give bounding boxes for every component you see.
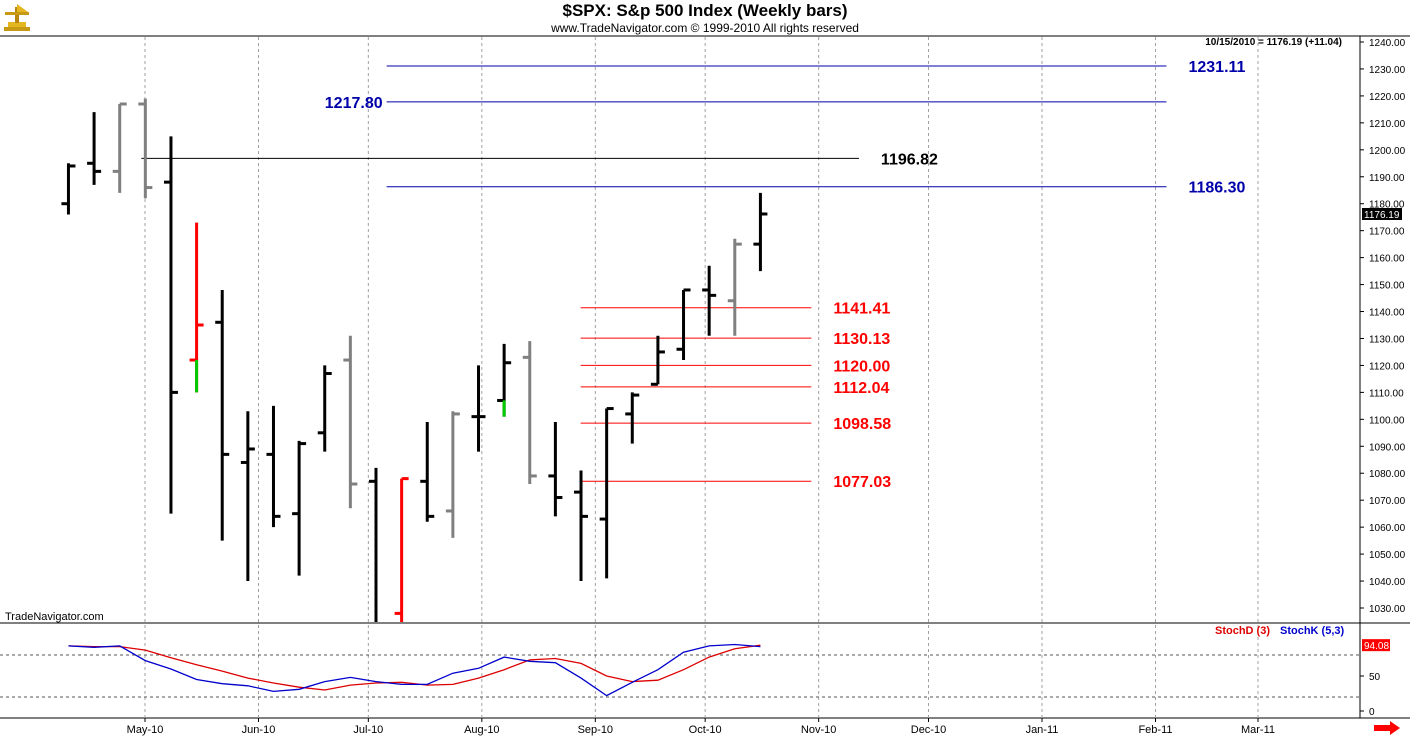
stochastic-panel: 0 50 94.08 bbox=[0, 639, 1390, 718]
date-tick-label: Jul-10 bbox=[353, 724, 383, 736]
price-tick-label: 1210.00 bbox=[1369, 119, 1406, 130]
chart-subtitle: www.TradeNavigator.com © 1999-2010 All r… bbox=[551, 21, 859, 35]
legend-stoch-d: StochD (3) bbox=[1215, 625, 1270, 637]
price-tick-label: 1090.00 bbox=[1369, 442, 1406, 453]
level-label: 1217.80 bbox=[325, 95, 383, 112]
ohlc-bar bbox=[702, 265, 717, 336]
price-tick-label: 1220.00 bbox=[1369, 92, 1406, 103]
scroll-right-arrow-icon[interactable] bbox=[1372, 720, 1402, 736]
ohlc-bar bbox=[368, 467, 378, 622]
ohlc-bar bbox=[394, 477, 409, 622]
date-tick-label: May-10 bbox=[127, 724, 164, 736]
price-axis: 1030.00 1040.00 1050.00 1060.00 1070.00 1080.… bbox=[1360, 38, 1406, 615]
level-lines: 1231.11 1217.80 1196.82 1186.30 1141.41 1130.… bbox=[141, 59, 1246, 491]
watermark: TradeNavigator.com bbox=[5, 611, 104, 623]
ohlc-bar bbox=[87, 112, 102, 185]
legend-stoch-k: StochK (5,3) bbox=[1280, 625, 1345, 637]
price-tick-label: 1230.00 bbox=[1369, 65, 1406, 76]
stoch-last-label: 94.08 bbox=[1364, 641, 1389, 652]
price-tick-label: 1110.00 bbox=[1369, 388, 1404, 399]
date-tick-label: Mar-11 bbox=[1241, 724, 1275, 736]
price-tick-label: 1240.00 bbox=[1369, 38, 1406, 49]
ohlc-bar bbox=[650, 335, 665, 386]
ohlc-bar bbox=[548, 422, 563, 517]
ohlc-bar bbox=[317, 365, 332, 452]
price-tick-label: 1080.00 bbox=[1369, 469, 1406, 480]
last-price-box bbox=[1362, 207, 1402, 220]
tradenavigator-logo-icon bbox=[4, 4, 30, 31]
level-label: 1112.04 bbox=[833, 380, 889, 397]
date-tick-label: Aug-10 bbox=[464, 724, 499, 736]
ohlc-bar bbox=[240, 411, 255, 582]
date-tick-label: Dec-10 bbox=[911, 724, 946, 736]
ohlc-bar bbox=[599, 407, 614, 579]
date-tick-label: Jun-10 bbox=[242, 724, 276, 736]
date-tick-label: Feb-11 bbox=[1138, 724, 1172, 736]
chart-title: $SPX: S&p 500 Index (Weekly bars) bbox=[562, 1, 848, 20]
date-axis: May-10 Jun-10 Jul-10 Aug-10 Sep-10 Oct-10 Nov-… bbox=[127, 718, 1275, 736]
last-quote: 10/15/2010 = 1176.19 (+11.04) bbox=[1205, 37, 1342, 48]
price-tick-label: 1050.00 bbox=[1369, 550, 1406, 561]
date-tick-label: Oct-10 bbox=[689, 724, 722, 736]
price-tick-label: 1170.00 bbox=[1369, 227, 1405, 238]
ohlc-bar bbox=[292, 440, 307, 576]
ohlc-bar bbox=[522, 341, 537, 485]
level-label: 1130.13 bbox=[833, 331, 890, 348]
price-tick-label: 1180.00 bbox=[1369, 200, 1405, 211]
ohlc-bar bbox=[445, 411, 460, 538]
ohlc-bar bbox=[497, 343, 512, 417]
ohlc-bar bbox=[753, 192, 768, 272]
level-label: 1196.82 bbox=[881, 151, 938, 168]
level-label: 1231.11 bbox=[1188, 59, 1245, 76]
price-tick-label: 1100.00 bbox=[1369, 415, 1405, 426]
stoch-last-box bbox=[1362, 639, 1390, 652]
ohlc-bar bbox=[676, 288, 691, 361]
ohlc-bar bbox=[215, 289, 230, 541]
ohlc-bar bbox=[138, 98, 153, 199]
stoch-line-d bbox=[68, 644, 761, 691]
ohlc-bar bbox=[189, 222, 204, 393]
ohlc-bar bbox=[420, 422, 435, 522]
price-tick-label: 1150.00 bbox=[1369, 281, 1405, 292]
price-tick-label: 1200.00 bbox=[1369, 146, 1406, 157]
level-label: 1120.00 bbox=[833, 358, 890, 375]
stoch-tick-label: 0 bbox=[1369, 707, 1375, 718]
ohlc-bar bbox=[61, 163, 76, 215]
ohlc-bar bbox=[574, 470, 589, 582]
ohlc-bar bbox=[625, 392, 640, 444]
price-tick-label: 1060.00 bbox=[1369, 523, 1406, 534]
date-tick-label: Sep-10 bbox=[578, 724, 613, 736]
ohlc-bar bbox=[471, 365, 486, 452]
price-tick-label: 1190.00 bbox=[1369, 173, 1405, 184]
price-tick-label: 1120.00 bbox=[1369, 361, 1405, 372]
price-bars bbox=[61, 98, 768, 622]
date-tick-label: Jan-11 bbox=[1026, 724, 1059, 736]
grid bbox=[0, 35, 1410, 719]
price-tick-label: 1070.00 bbox=[1369, 496, 1406, 507]
stoch-tick-label: 50 bbox=[1369, 672, 1381, 683]
ohlc-bar bbox=[112, 102, 127, 193]
ohlc-bar bbox=[163, 136, 178, 514]
price-tick-label: 1140.00 bbox=[1369, 308, 1405, 319]
stoch-line-k bbox=[68, 643, 761, 697]
ohlc-bar bbox=[343, 335, 358, 509]
ohlc-bar bbox=[266, 405, 281, 528]
level-label: 1098.58 bbox=[833, 416, 891, 433]
last-price-label: 1176.19 bbox=[1364, 210, 1400, 221]
price-tick-label: 1040.00 bbox=[1369, 577, 1406, 588]
price-tick-label: 1130.00 bbox=[1369, 334, 1405, 345]
ohlc-bar bbox=[727, 238, 742, 336]
level-label: 1141.41 bbox=[833, 301, 890, 318]
level-label: 1186.30 bbox=[1188, 180, 1245, 197]
price-tick-label: 1030.00 bbox=[1369, 604, 1406, 615]
price-tick-label: 1160.00 bbox=[1369, 254, 1405, 265]
level-label: 1077.03 bbox=[833, 474, 891, 491]
date-tick-label: Nov-10 bbox=[801, 724, 836, 736]
